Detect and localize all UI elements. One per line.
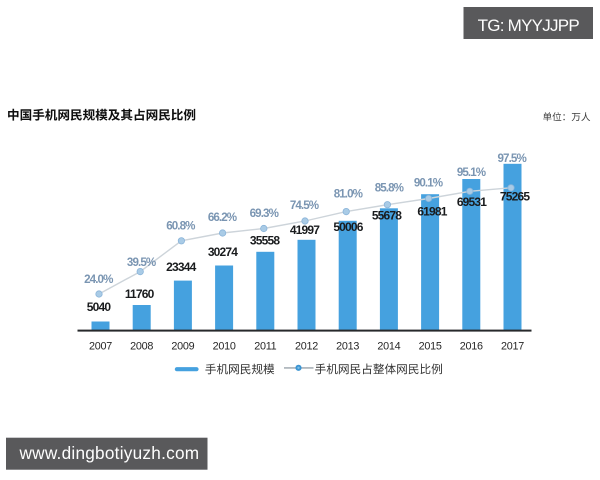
svg-text:39.5%: 39.5% — [127, 256, 156, 269]
svg-text:95.1%: 95.1% — [457, 166, 486, 179]
svg-text:TG: MYYJJPP: TG: MYYJJPP — [478, 16, 580, 35]
svg-text:35558: 35558 — [250, 233, 280, 247]
svg-text:23344: 23344 — [166, 260, 196, 274]
svg-text:2007: 2007 — [89, 340, 112, 352]
svg-text:85.8%: 85.8% — [375, 182, 404, 195]
svg-text:2017: 2017 — [501, 340, 524, 352]
svg-text:2013: 2013 — [336, 340, 359, 352]
svg-text:69531: 69531 — [457, 195, 487, 209]
svg-text:2012: 2012 — [295, 340, 318, 352]
svg-text:5040: 5040 — [87, 300, 112, 314]
svg-text:2011: 2011 — [254, 340, 276, 352]
svg-text:2008: 2008 — [130, 340, 153, 352]
svg-text:30274: 30274 — [208, 245, 238, 259]
svg-text:2014: 2014 — [377, 340, 400, 352]
svg-text:74.5%: 74.5% — [290, 199, 319, 212]
svg-text:81.0%: 81.0% — [334, 188, 363, 201]
svg-text:75265: 75265 — [500, 189, 530, 203]
svg-text:2009: 2009 — [171, 340, 194, 352]
svg-text:www.dingbotiyuzh.com: www.dingbotiyuzh.com — [19, 443, 200, 463]
svg-text:11760: 11760 — [125, 287, 155, 301]
svg-text:2015: 2015 — [419, 340, 442, 352]
svg-text:2010: 2010 — [213, 340, 236, 352]
svg-text:41997: 41997 — [290, 223, 320, 237]
svg-text:50006: 50006 — [333, 220, 363, 234]
svg-text:66.2%: 66.2% — [208, 211, 237, 224]
svg-text:69.3%: 69.3% — [250, 207, 279, 220]
svg-text:2016: 2016 — [460, 340, 483, 352]
svg-text:55678: 55678 — [372, 208, 402, 222]
svg-text:24.0%: 24.0% — [84, 273, 113, 286]
svg-text:61981: 61981 — [417, 205, 447, 219]
svg-text:97.5%: 97.5% — [498, 152, 527, 165]
svg-text:90.1%: 90.1% — [414, 177, 443, 190]
svg-text:60.8%: 60.8% — [166, 220, 195, 233]
